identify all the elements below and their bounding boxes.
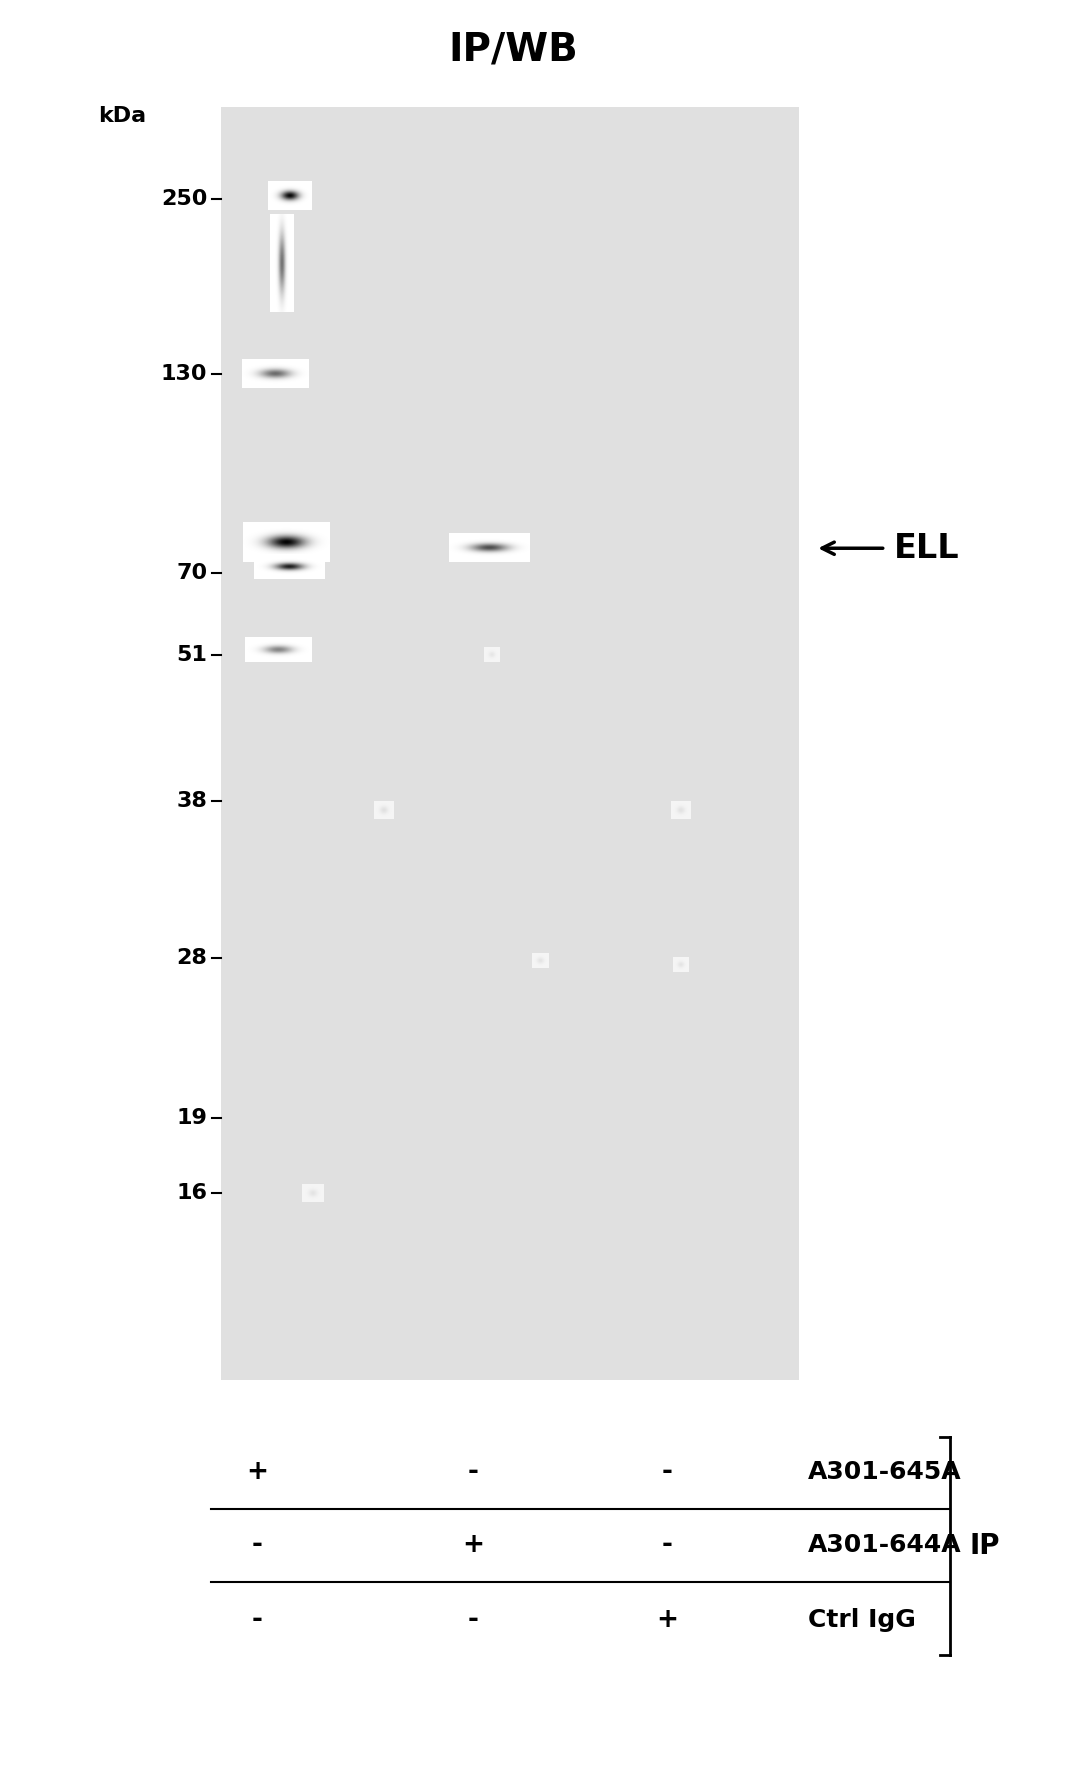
Text: +: +: [246, 1460, 268, 1485]
Text: Ctrl IgG: Ctrl IgG: [808, 1607, 916, 1632]
Text: kDa: kDa: [97, 105, 146, 126]
Text: -: -: [468, 1460, 478, 1485]
Text: -: -: [662, 1460, 673, 1485]
Text: -: -: [468, 1607, 478, 1632]
Text: 16: 16: [176, 1182, 207, 1203]
Text: A301-645A: A301-645A: [808, 1460, 961, 1485]
Text: 51: 51: [176, 644, 207, 666]
Text: 38: 38: [176, 790, 207, 812]
Bar: [221, 107, 799, 1380]
Text: IP/WB: IP/WB: [448, 30, 578, 69]
Text: 250: 250: [161, 189, 207, 210]
Text: 19: 19: [176, 1107, 207, 1129]
Text: -: -: [662, 1533, 673, 1558]
Text: +: +: [657, 1607, 678, 1632]
Text: 70: 70: [176, 562, 207, 584]
Text: A301-644A: A301-644A: [808, 1533, 961, 1558]
Text: IP: IP: [970, 1533, 1000, 1559]
Text: ELL: ELL: [894, 532, 960, 564]
Text: -: -: [252, 1607, 262, 1632]
Text: -: -: [252, 1533, 262, 1558]
Text: 130: 130: [161, 363, 207, 384]
Text: +: +: [462, 1533, 484, 1558]
Text: 28: 28: [176, 947, 207, 968]
